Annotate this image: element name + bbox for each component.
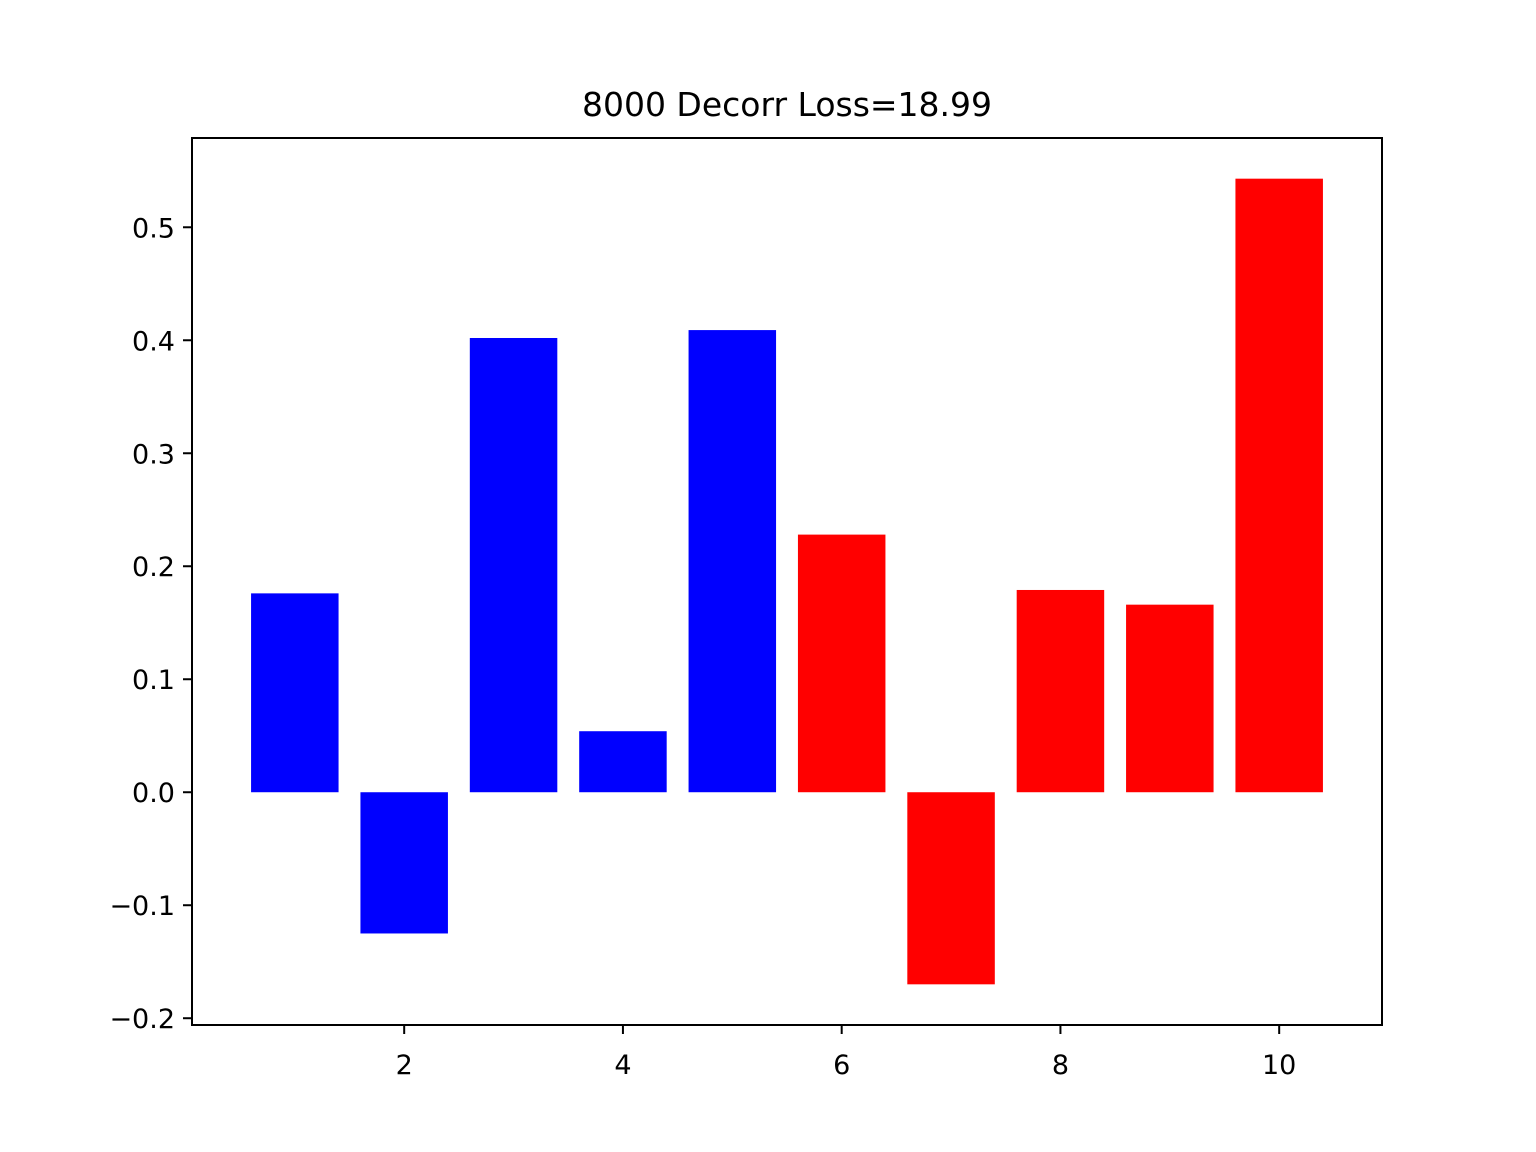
- bar-3: [469, 337, 558, 793]
- x-tick-label: 4: [614, 1050, 631, 1081]
- bar-9: [1126, 604, 1214, 793]
- x-tick-label: 10: [1262, 1050, 1296, 1081]
- bar-5: [688, 330, 777, 793]
- y-axis-ticks: −0.2 −0.1 0.0 0.1 0.2 0.3 0.4 0.5: [109, 213, 192, 1035]
- x-tick-label: 2: [396, 1050, 413, 1081]
- y-tick-label: −0.1: [109, 891, 175, 922]
- y-tick-label: −0.2: [109, 1004, 175, 1035]
- y-tick-label: 0.5: [132, 213, 175, 244]
- bars-group: [251, 178, 1323, 985]
- plot-frame: [191, 137, 1383, 1026]
- x-tick-label: 8: [1052, 1050, 1069, 1081]
- y-tick-label: 0.4: [132, 326, 175, 357]
- bar-6: [797, 534, 886, 793]
- x-axis-ticks: 2 4 6 8 10: [396, 1025, 1296, 1081]
- y-tick-label: 0.0: [132, 778, 175, 809]
- bar-1: [251, 593, 339, 793]
- bar-7: [907, 792, 995, 985]
- bar-10: [1235, 178, 1323, 793]
- chart-title: 8000 Decorr Loss=18.99: [582, 85, 992, 124]
- y-tick-label: 0.1: [132, 665, 175, 696]
- bar-8: [1016, 589, 1105, 793]
- y-tick-label: 0.2: [132, 552, 175, 583]
- y-tick-label: 0.3: [132, 439, 175, 470]
- x-tick-label: 6: [833, 1050, 850, 1081]
- bar-4: [579, 731, 667, 793]
- bar-2: [360, 792, 448, 934]
